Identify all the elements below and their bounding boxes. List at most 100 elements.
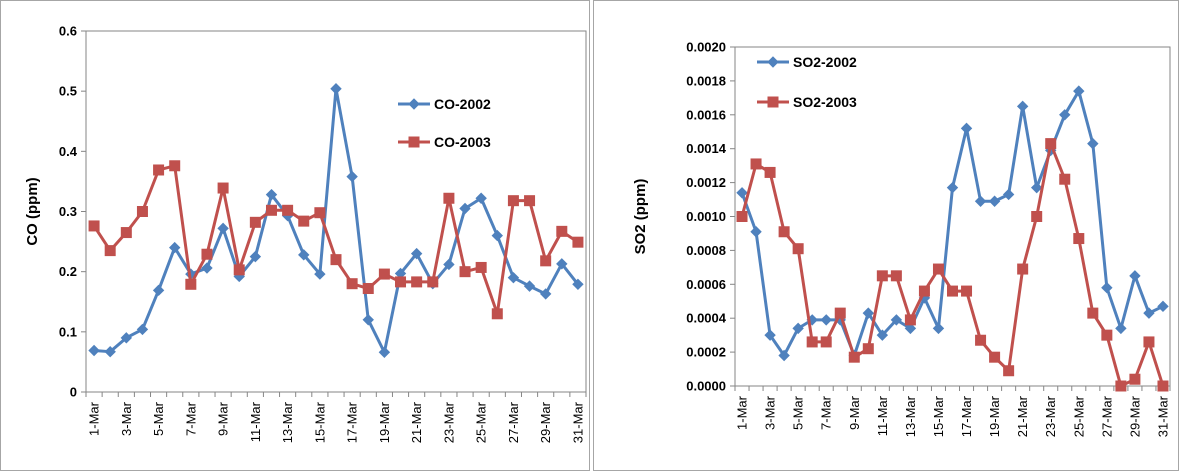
- so2-legend-label: SO2-2002: [793, 54, 857, 70]
- so2-data-point: [1144, 337, 1154, 347]
- co-x-tick-label: 17-Mar: [345, 401, 360, 443]
- co-y-tick-label: 0.3: [59, 204, 77, 219]
- co-y-tick-label: 0.5: [59, 84, 77, 99]
- so2-legend-marker: [768, 57, 778, 67]
- so2-data-point: [751, 159, 761, 169]
- so2-data-point: [962, 286, 972, 296]
- co-data-point: [186, 279, 196, 289]
- co-legend-marker: [409, 99, 419, 109]
- co-data-point: [379, 347, 389, 357]
- co-data-point: [89, 221, 99, 231]
- co-data-point: [250, 217, 260, 227]
- co-data-point: [154, 285, 164, 295]
- so2-data-point: [737, 188, 747, 198]
- so2-y-tick-label: 0.0004: [686, 311, 727, 326]
- so2-data-point: [976, 335, 986, 345]
- co-data-point: [234, 265, 244, 275]
- co-data-point: [492, 231, 502, 241]
- so2-data-point: [933, 264, 943, 274]
- co-line-chart: 0 0.1 0.2 0.3 0.4 0.5 0.6 1-Mar 3-Mar 5-Mar 7-Mar 9…: [0, 0, 590, 471]
- co-data-point: [444, 193, 454, 203]
- so2-data-point: [1004, 366, 1014, 376]
- co-data-point: [363, 284, 373, 294]
- so2-x-tick-label: 5-Mar: [791, 395, 806, 430]
- co-data-point: [266, 205, 276, 215]
- so2-x-tick-label: 15-Mar: [931, 395, 946, 437]
- so2-data-point: [835, 308, 845, 318]
- so2-data-point: [821, 337, 831, 347]
- co-data-point: [508, 196, 518, 206]
- co-x-tick-label: 15-Mar: [312, 401, 327, 443]
- so2-data-point: [737, 212, 747, 222]
- so2-data-point: [1130, 374, 1140, 384]
- so2-data-point: [779, 227, 789, 237]
- so2-x-tick-label: 7-Mar: [819, 395, 834, 430]
- co-data-point: [541, 256, 551, 266]
- so2-data-point: [1144, 308, 1154, 318]
- so2-line-chart: 0.00000.00020.00040.00060.00080.00100.00…: [593, 0, 1179, 471]
- so2-data-point: [948, 183, 958, 193]
- so2-y-tick-label: 0.0014: [686, 141, 727, 156]
- co-data-point: [492, 309, 502, 319]
- so2-data-point: [990, 352, 1000, 362]
- so2-x-tick-label: 29-Mar: [1127, 395, 1142, 437]
- so2-data-point: [1102, 283, 1112, 293]
- so2-data-point: [948, 286, 958, 296]
- so2-y-tick-label: 0.0018: [686, 73, 726, 88]
- co-data-point: [331, 84, 341, 94]
- co-y-tick-label: 0.4: [59, 144, 78, 159]
- so2-data-point: [905, 315, 915, 325]
- co-x-tick-label: 29-Mar: [538, 401, 553, 443]
- so2-data-point: [1004, 189, 1014, 199]
- co-y-tick-label: 0.2: [59, 264, 77, 279]
- co-data-point: [218, 183, 228, 193]
- co-data-point: [363, 315, 373, 325]
- so2-y-tick-label: 0.0012: [686, 175, 726, 190]
- so2-data-point: [849, 352, 859, 362]
- co-data-point: [396, 277, 406, 287]
- co-x-tick-label: 11-Mar: [248, 401, 263, 442]
- so2-data-point: [1018, 264, 1028, 274]
- co-data-point: [299, 216, 309, 226]
- co-data-point: [557, 226, 567, 236]
- so2-x-tick-label: 21-Mar: [1015, 395, 1030, 437]
- co-x-tick-label: 7-Mar: [183, 401, 198, 436]
- so2-x-tick-label: 11-Mar: [875, 395, 890, 436]
- so2-data-point: [919, 286, 929, 296]
- co-x-tick-label: 13-Mar: [280, 401, 295, 443]
- co-y-axis-label: CO (ppm): [24, 177, 41, 245]
- so2-x-tick-label: 31-Mar: [1155, 395, 1170, 437]
- so2-data-point: [1158, 381, 1168, 391]
- so2-y-axis-label: SO2 (ppm): [632, 179, 649, 255]
- so2-x-tick-label: 23-Mar: [1043, 395, 1058, 437]
- co-x-tick-label: 23-Mar: [441, 401, 456, 443]
- co-data-point: [170, 161, 180, 171]
- so2-data-point: [976, 196, 986, 206]
- co-x-tick-label: 3-Mar: [119, 401, 134, 436]
- so2-data-point: [765, 167, 775, 177]
- so2-x-tick-label: 3-Mar: [763, 395, 778, 430]
- co-x-tick-label: 1-Mar: [87, 401, 102, 436]
- so2-y-tick-label: 0.0006: [686, 277, 726, 292]
- co-data-point: [525, 196, 535, 206]
- so2-data-point: [933, 323, 943, 333]
- so2-legend-label: SO2-2003: [793, 94, 857, 110]
- co-y-tick-label: 0.1: [59, 324, 77, 339]
- so2-data-point: [1046, 139, 1056, 149]
- co-series-line-2: [94, 166, 578, 314]
- co-x-tick-label: 5-Mar: [151, 401, 166, 436]
- so2-data-point: [891, 271, 901, 281]
- so2-data-point: [1116, 381, 1126, 391]
- co-data-point: [412, 277, 422, 287]
- so2-data-point: [1088, 139, 1098, 149]
- co-legend-label: CO-2003: [434, 134, 491, 150]
- co-series-line-1: [94, 89, 578, 353]
- co-x-tick-label: 25-Mar: [474, 401, 489, 443]
- so2-x-tick-label: 27-Mar: [1099, 395, 1114, 437]
- so2-data-point: [1158, 301, 1168, 311]
- co-data-point: [347, 172, 357, 182]
- so2-data-point: [962, 123, 972, 133]
- so2-data-point: [821, 315, 831, 325]
- co-x-tick-label: 19-Mar: [377, 401, 392, 443]
- co-data-point: [573, 237, 583, 247]
